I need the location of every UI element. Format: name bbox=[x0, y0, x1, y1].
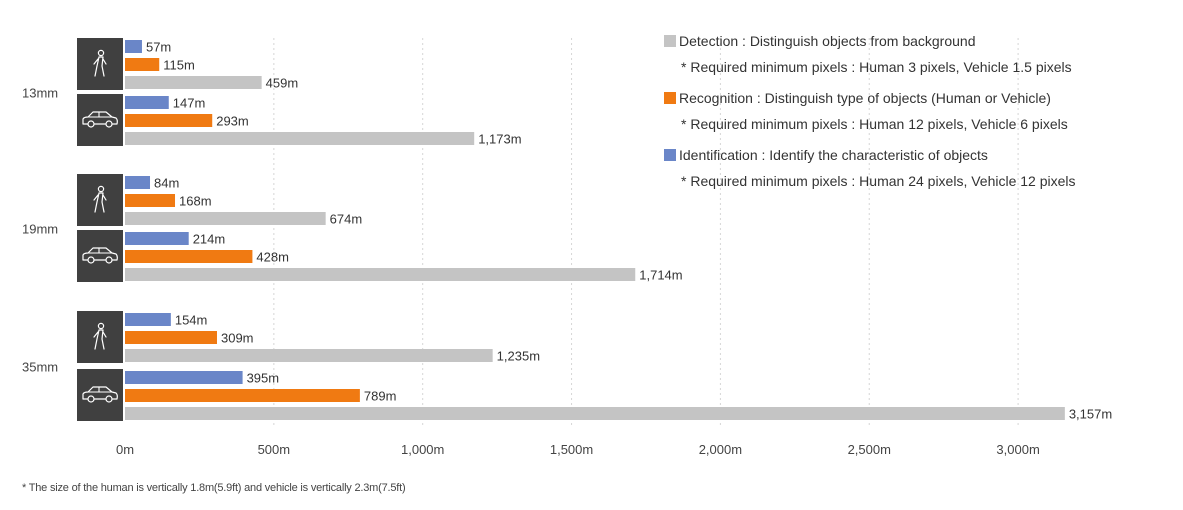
data-label: 309m bbox=[221, 331, 254, 346]
x-tick-label: 2,500m bbox=[848, 442, 891, 457]
x-tick-label: 3,000m bbox=[996, 442, 1039, 457]
bar-recognition bbox=[125, 114, 213, 127]
data-label: 789m bbox=[364, 389, 397, 404]
bar-identification bbox=[125, 232, 189, 245]
data-label: 84m bbox=[154, 176, 179, 191]
data-label: 674m bbox=[330, 212, 363, 227]
data-label: 1,235m bbox=[497, 349, 540, 364]
legend-swatch bbox=[664, 149, 676, 161]
grid bbox=[273, 38, 1019, 428]
car-icon bbox=[77, 94, 123, 146]
car-icon bbox=[77, 369, 123, 421]
bar-identification bbox=[125, 313, 171, 326]
bar-recognition bbox=[125, 58, 160, 71]
x-tick-label: 2,000m bbox=[699, 442, 742, 457]
legend-entry: Detection : Distinguish objects from bac… bbox=[679, 33, 975, 49]
x-tick-label: 500m bbox=[258, 442, 291, 457]
human-icon bbox=[77, 311, 123, 363]
data-label: 214m bbox=[193, 232, 226, 247]
bar-identification bbox=[125, 40, 142, 53]
data-label: 115m bbox=[163, 58, 195, 73]
bar-recognition bbox=[125, 194, 176, 207]
data-label: 57m bbox=[146, 40, 171, 55]
legend-entry: Recognition : Distinguish type of object… bbox=[679, 90, 1051, 106]
x-tick-label: 1,500m bbox=[550, 442, 593, 457]
data-label: 168m bbox=[179, 194, 212, 209]
legend-note: * Required minimum pixels : Human 3 pixe… bbox=[681, 59, 1072, 75]
bar-detection bbox=[125, 132, 475, 145]
data-label: 428m bbox=[256, 250, 289, 265]
car-icon bbox=[77, 230, 123, 282]
x-tick-label: 1,000m bbox=[401, 442, 444, 457]
lens-label: 35mm bbox=[22, 360, 58, 375]
human-icon bbox=[77, 174, 123, 226]
bar-identification bbox=[125, 371, 243, 384]
data-label: 3,157m bbox=[1069, 407, 1112, 422]
bar-identification bbox=[125, 96, 169, 109]
bar-recognition bbox=[125, 331, 217, 344]
bar-identification bbox=[125, 176, 151, 189]
legend-note: * Required minimum pixels : Human 24 pix… bbox=[681, 173, 1076, 189]
distance-bar-chart: 0m 500m 1,000m 1,500m 2,000m 2,500m 3,000m 13mm… bbox=[22, 33, 1112, 457]
bar-detection bbox=[125, 349, 493, 362]
lens-label: 13mm bbox=[22, 86, 58, 101]
data-label: 1,714m bbox=[639, 268, 682, 283]
legend-entry: Identification : Identify the characteri… bbox=[679, 147, 988, 163]
bar-detection bbox=[125, 407, 1065, 420]
data-label: 293m bbox=[216, 114, 249, 129]
bar-detection bbox=[125, 268, 636, 281]
human-icon bbox=[77, 38, 123, 90]
legend: Detection : Distinguish objects from bac… bbox=[664, 33, 1076, 189]
data-label: 154m bbox=[175, 313, 208, 328]
legend-note: * Required minimum pixels : Human 12 pix… bbox=[681, 116, 1068, 132]
data-label: 147m bbox=[173, 96, 206, 111]
lens-label: 19mm bbox=[22, 222, 58, 237]
bar-recognition bbox=[125, 250, 253, 263]
x-tick-label: 0m bbox=[116, 442, 134, 457]
bar-detection bbox=[125, 212, 326, 225]
bar-detection bbox=[125, 76, 262, 89]
bar-recognition bbox=[125, 389, 360, 402]
data-label: 395m bbox=[247, 371, 280, 386]
footnote: * The size of the human is vertically 1.… bbox=[22, 482, 406, 494]
legend-swatch bbox=[664, 35, 676, 47]
data-label: 1,173m bbox=[478, 132, 521, 147]
legend-swatch bbox=[664, 92, 676, 104]
data-label: 459m bbox=[266, 76, 299, 91]
